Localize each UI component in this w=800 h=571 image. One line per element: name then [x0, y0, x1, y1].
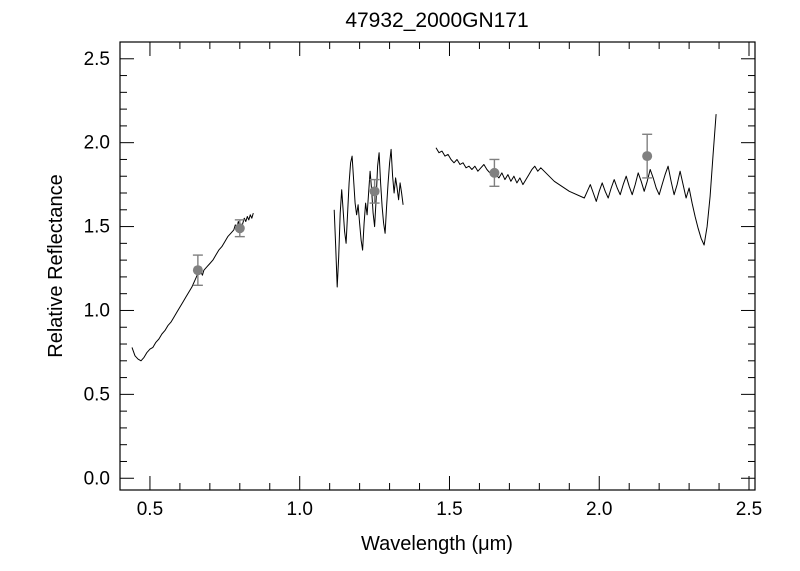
y-tick-label: 0.5	[84, 384, 110, 405]
y-tick-label: 2.5	[84, 49, 110, 70]
x-tick-label: 2.0	[586, 499, 612, 520]
y-tick-label: 1.0	[84, 300, 110, 321]
photometry-point	[234, 223, 245, 234]
x-tick-label: 2.5	[736, 499, 762, 520]
x-tick-label: 0.5	[137, 499, 163, 520]
j-band-spectrum-line	[333, 148, 404, 288]
y-tick-label: 2.0	[84, 133, 110, 154]
hk-band-spectrum-line	[435, 114, 717, 246]
visible-spectrum-line	[131, 212, 254, 362]
photometry-point	[369, 186, 380, 197]
x-axis-label: Wavelength (μm)	[361, 533, 513, 555]
photometry-point	[192, 265, 203, 276]
chart-title: 47932_2000GN171	[345, 9, 528, 32]
y-tick-label: 1.5	[84, 217, 110, 238]
y-axis-label: Relative Reflectance	[45, 174, 67, 357]
photometry-point	[642, 151, 653, 162]
x-tick-label: 1.5	[436, 499, 462, 520]
axis-frame	[119, 41, 756, 491]
y-tick-label: 0.0	[84, 468, 110, 489]
x-tick-label: 1.0	[287, 499, 313, 520]
photometry-point	[489, 167, 500, 178]
plot-area: 0.5 1.0 1.5 2.0 2.5 0.0 0.5 1.0 1.5 2.0 2.5	[84, 41, 762, 520]
